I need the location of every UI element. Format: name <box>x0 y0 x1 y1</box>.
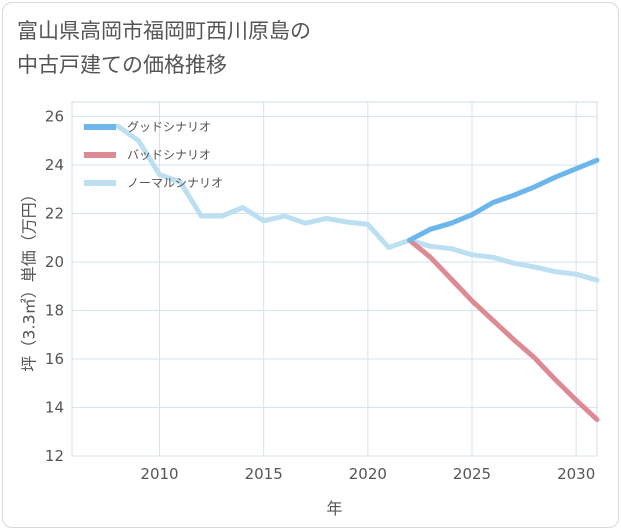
legend-label: ノーマルシナリオ <box>127 176 223 190</box>
series-line-normal <box>115 123 600 283</box>
x-axis-label: 年 <box>326 499 342 518</box>
y-axis-label: 坪（3.3㎡）単価（万円） <box>20 186 39 371</box>
series-layer <box>115 123 600 423</box>
x-tick-label: 2015 <box>245 465 283 483</box>
legend-label: バッドシナリオ <box>127 148 211 162</box>
y-tick-label: 14 <box>45 399 64 417</box>
y-tick-label: 18 <box>45 302 64 320</box>
chart-title-line-1: 富山県高岡市福岡町西川原島の <box>17 19 311 43</box>
chart-title-line-2: 中古戸建ての価格推移 <box>17 53 227 77</box>
y-tick-label: 22 <box>45 205 64 223</box>
x-tick-label: 2030 <box>557 465 595 483</box>
series-line-bad <box>407 237 600 423</box>
x-tick-label: 2010 <box>140 465 178 483</box>
y-tick-label: 26 <box>45 108 64 126</box>
x-tick-label: 2025 <box>453 465 491 483</box>
y-tick-label: 16 <box>45 350 64 368</box>
y-tick-label: 24 <box>45 156 64 174</box>
y-tick-label: 12 <box>45 447 64 465</box>
x-tick-label: 2020 <box>349 465 387 483</box>
chart-title: 富山県高岡市福岡町西川原島の 中古戸建ての価格推移 <box>17 14 311 82</box>
legend-label: グッドシナリオ <box>127 120 211 134</box>
y-tick-label: 20 <box>45 253 64 271</box>
series-line-good <box>407 157 600 243</box>
axis-ticks: 12 14 16 18 20 22 24 26 2010 2015 2020 2025 2030 <box>45 108 595 483</box>
